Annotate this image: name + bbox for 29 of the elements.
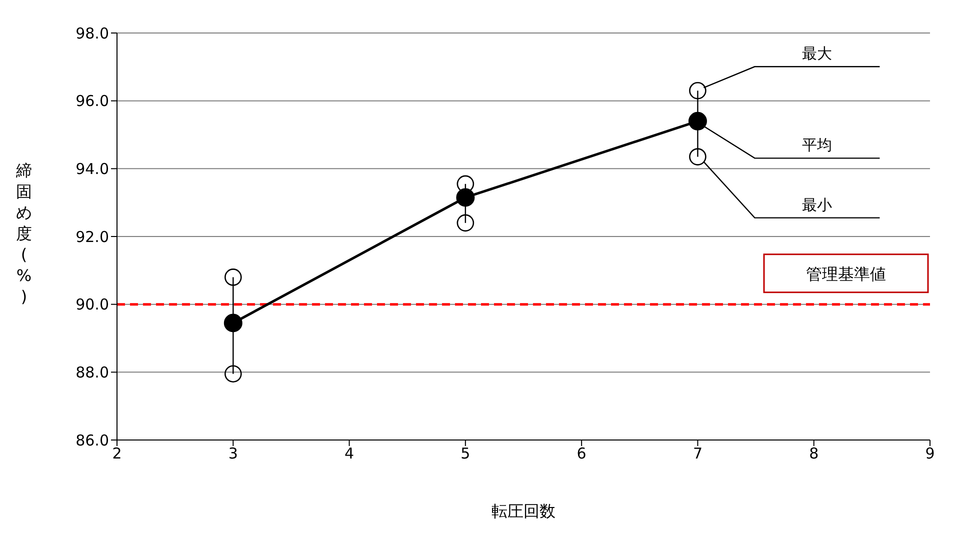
x-tick-label: 8	[809, 444, 819, 463]
point	[224, 268, 242, 286]
y-tick-label: 86.0	[76, 431, 109, 450]
point	[688, 112, 707, 130]
point	[456, 214, 474, 232]
ref-line-label: 管理基準値	[806, 264, 886, 284]
text: 平均	[802, 136, 832, 154]
x-tick-label: 6	[576, 444, 586, 463]
point	[224, 365, 242, 383]
y-tick-label: 94.0	[76, 160, 109, 178]
x-tick-label: 7	[692, 444, 702, 463]
x-tick-label: 3	[228, 444, 238, 463]
y-tick-label: 92.0	[76, 228, 109, 246]
point	[689, 148, 706, 166]
text: 最大	[802, 44, 832, 63]
y-axis-title: 締固め度(%)	[15, 160, 33, 307]
x-tick-label: 9	[925, 444, 935, 463]
x-tick-label: 2	[112, 444, 122, 463]
x-axis-title: 転圧回数	[492, 501, 556, 520]
y-tick-label: 90.0	[76, 296, 109, 314]
point	[456, 188, 475, 207]
y-tick-label: 96.0	[76, 92, 109, 110]
y-tick-label: 98.0	[76, 24, 109, 42]
y-tick-label: 88.0	[76, 363, 109, 382]
x-tick-label: 5	[460, 444, 470, 463]
point	[224, 314, 242, 332]
text: 最小	[802, 196, 832, 214]
point	[689, 82, 706, 100]
x-tick-label: 4	[344, 444, 354, 463]
